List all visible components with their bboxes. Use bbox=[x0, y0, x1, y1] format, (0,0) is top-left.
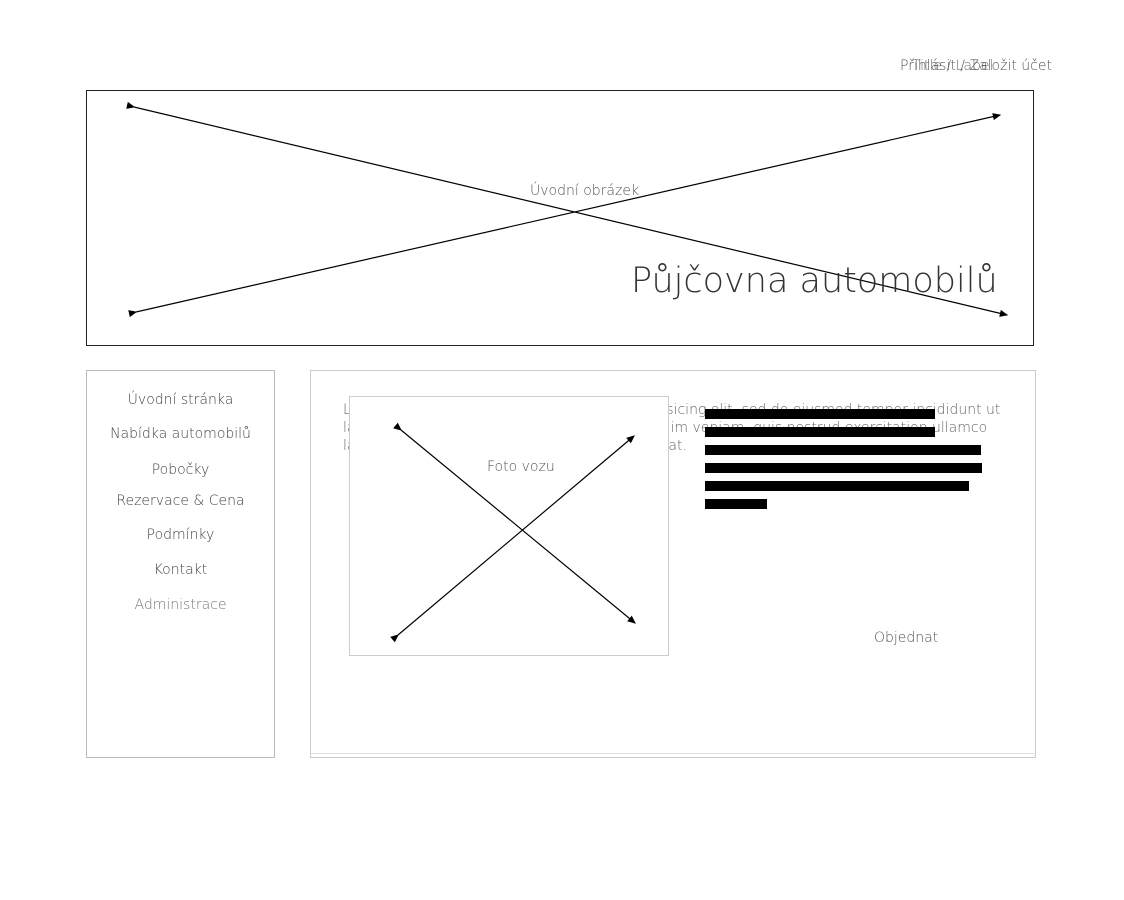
redaction-bar bbox=[705, 427, 935, 437]
sidebar-item-terms[interactable]: Podmínky bbox=[146, 527, 215, 543]
sidebar-item-contact[interactable]: Kontakt bbox=[153, 562, 208, 578]
redaction-bar bbox=[705, 499, 767, 509]
redaction-bar bbox=[705, 463, 982, 473]
sidebar-item-administration[interactable]: Administrace bbox=[134, 597, 227, 613]
order-button[interactable]: Objednat bbox=[874, 630, 939, 646]
hero-image-caption: Úvodní obrázek bbox=[530, 183, 640, 199]
redaction-bar bbox=[705, 481, 969, 491]
title-label-placeholder: Title / Label bbox=[912, 58, 994, 74]
login-register-link[interactable]: Přihlásit / Založit účet bbox=[900, 58, 1052, 74]
divider bbox=[310, 753, 1036, 754]
sidebar-item-reservation-price[interactable]: Rezervace & Cena bbox=[116, 493, 245, 509]
sidebar-nav: Úvodní stránka Nabídka automobilů Pobočk… bbox=[86, 370, 275, 758]
placeholder-cross-icon bbox=[126, 101, 1009, 318]
page-title: Půjčovna automobilů bbox=[631, 261, 998, 301]
car-photo-placeholder: Foto vozu bbox=[349, 396, 669, 656]
placeholder-cross-icon bbox=[390, 422, 636, 643]
redaction-bar bbox=[705, 445, 981, 455]
sidebar-item-branches[interactable]: Pobočky bbox=[151, 462, 210, 478]
car-photo-caption: Foto vozu bbox=[487, 459, 555, 475]
sidebar-item-home[interactable]: Úvodní stránka bbox=[127, 392, 234, 408]
sidebar-item-car-offer[interactable]: Nabídka automobilů bbox=[110, 426, 251, 442]
hero-image-placeholder: Úvodní obrázek Půjčovna automobilů bbox=[86, 90, 1034, 346]
redaction-bar bbox=[705, 409, 935, 419]
